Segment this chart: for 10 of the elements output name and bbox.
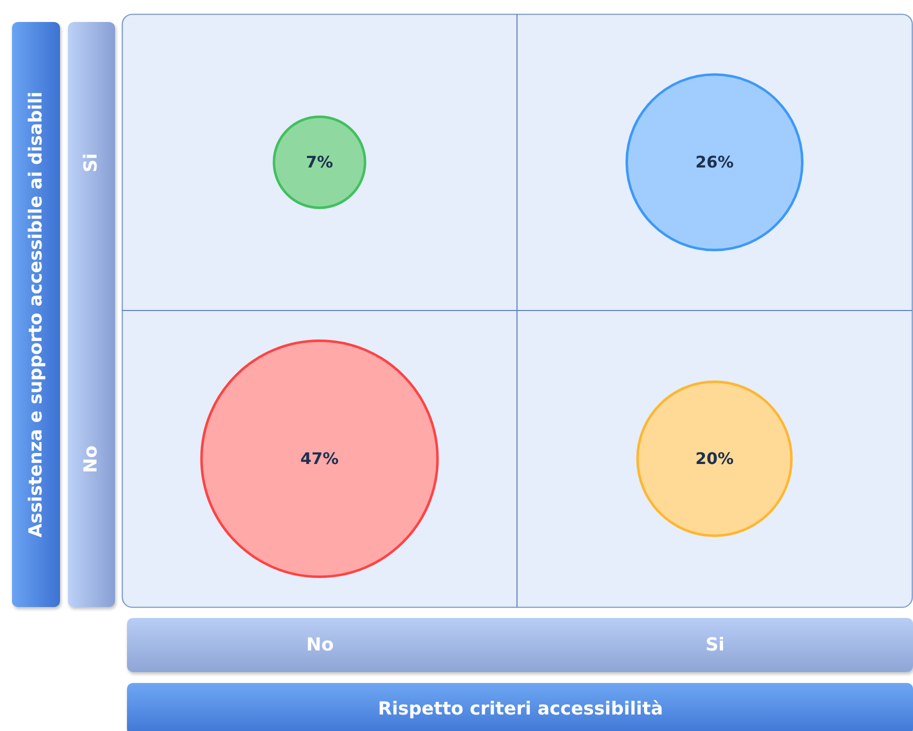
data-label: 26%: [695, 152, 734, 172]
data-label: 47%: [300, 448, 339, 468]
category-label: No: [306, 634, 334, 656]
text: Assistenza e supporto accessibile ai disabili: [26, 92, 46, 538]
category-label: Si: [705, 634, 725, 656]
category-label: No: [80, 446, 102, 473]
data-label: 7%: [306, 152, 334, 172]
data-label: 20%: [695, 448, 734, 468]
category-label: Si: [80, 153, 102, 172]
text: Rispetto criteri accessibilità: [378, 698, 663, 720]
